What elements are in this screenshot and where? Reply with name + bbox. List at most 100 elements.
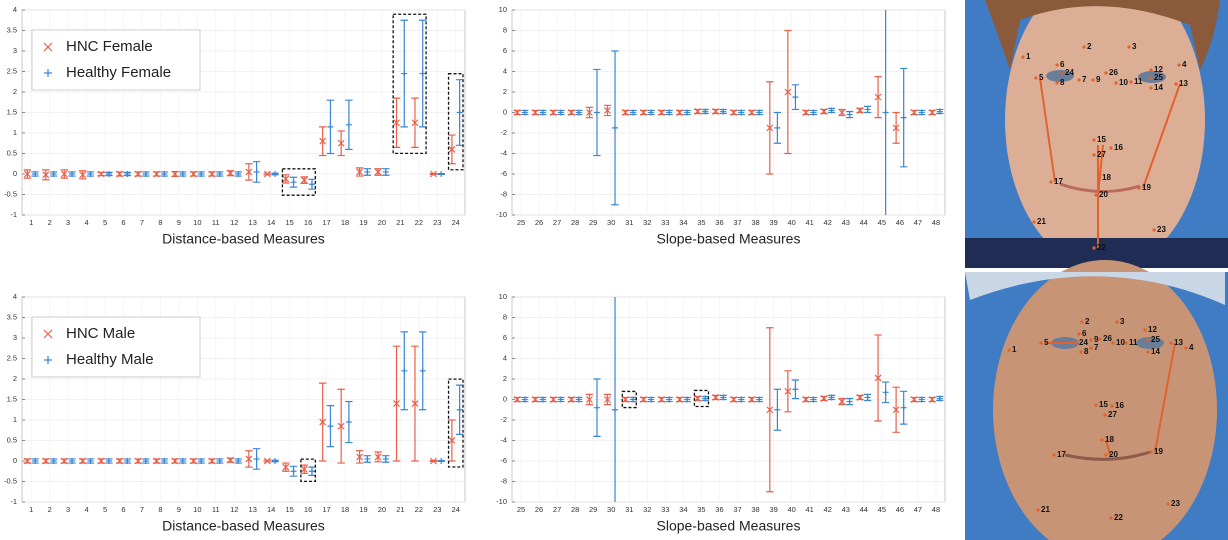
x-tick-label: 44 <box>860 218 868 227</box>
landmark-dot <box>1092 246 1096 250</box>
marker <box>79 171 87 179</box>
landmark-label: 2 <box>1085 317 1090 326</box>
marker <box>319 418 327 426</box>
marker <box>300 176 308 184</box>
x-tick-label: 48 <box>932 505 940 514</box>
landmark-dot <box>1074 341 1078 345</box>
x-tick-label: 1 <box>29 505 33 514</box>
marker <box>521 109 528 116</box>
x-tick-label: 41 <box>806 505 814 514</box>
landmark-label: 9 <box>1094 335 1099 344</box>
marker <box>864 394 871 401</box>
x-tick-label: 39 <box>769 505 777 514</box>
x-tick-label: 26 <box>535 505 543 514</box>
marker <box>401 70 408 77</box>
marker <box>882 389 889 396</box>
marker <box>97 457 105 465</box>
x-tick-label: 7 <box>140 218 144 227</box>
marker <box>226 456 234 464</box>
x-tick-label: 23 <box>433 218 441 227</box>
x-tick-label: 13 <box>249 218 257 227</box>
y-tick-label: -8 <box>500 476 507 485</box>
x-tick-label: 9 <box>177 505 181 514</box>
marker <box>105 171 112 177</box>
marker <box>134 170 142 178</box>
marker <box>32 171 39 177</box>
marker <box>438 458 445 464</box>
y-tick-label: -2 <box>500 128 507 137</box>
landmark-dot <box>1149 76 1153 80</box>
y-tick-label: 1.5 <box>7 107 17 116</box>
landmark-label: 19 <box>1154 447 1163 456</box>
x-tick-label: 43 <box>842 505 850 514</box>
marker <box>235 171 242 177</box>
marker <box>820 395 828 402</box>
landmark-label: 18 <box>1105 435 1114 444</box>
x-tick-label: 10 <box>193 505 201 514</box>
y-tick-label: 2 <box>13 374 17 383</box>
marker <box>208 457 216 465</box>
x-tick-label: 39 <box>769 218 777 227</box>
y-tick-label: 4 <box>13 5 17 14</box>
marker <box>575 396 582 403</box>
marker <box>337 422 345 430</box>
marker <box>50 458 57 464</box>
landmark-dot <box>1124 341 1128 345</box>
x-tick-label: 32 <box>643 218 651 227</box>
marker <box>23 170 31 178</box>
legend-label: Healthy Male <box>66 351 154 368</box>
landmark-dot <box>1103 413 1107 417</box>
marker <box>936 108 943 115</box>
landmark-dot <box>1143 328 1147 332</box>
photo-top <box>965 0 1228 270</box>
marker <box>748 396 756 403</box>
x-tick-label: 6 <box>121 505 125 514</box>
marker <box>319 137 327 145</box>
x-tick-label: 35 <box>697 505 705 514</box>
y-tick-label: 2 <box>503 87 507 96</box>
marker <box>327 423 334 430</box>
landmark-dot <box>1021 55 1025 59</box>
marker <box>774 406 781 413</box>
marker <box>612 406 619 413</box>
highlight-box <box>621 390 637 409</box>
landmark-label: 13 <box>1174 338 1183 347</box>
marker <box>87 458 94 464</box>
marker <box>60 457 68 465</box>
marker <box>846 111 853 118</box>
marker <box>153 170 160 178</box>
marker <box>419 367 426 374</box>
marker <box>630 396 637 403</box>
x-tick-label: 23 <box>433 505 441 514</box>
marker <box>513 396 521 403</box>
marker <box>411 119 419 127</box>
landmark-label: 26 <box>1103 334 1112 343</box>
landmark-label: 12 <box>1154 65 1163 74</box>
landmark-dot <box>1166 502 1170 506</box>
marker <box>694 108 702 115</box>
x-tick-label: 3 <box>66 218 70 227</box>
marker <box>116 457 124 465</box>
x-tick-label: 28 <box>571 218 579 227</box>
highlight-box <box>693 389 710 408</box>
x-tick-label: 43 <box>842 218 850 227</box>
x-tick-label: 24 <box>452 505 460 514</box>
legend-label: HNC Male <box>66 325 135 342</box>
landmark-label: 22 <box>1097 243 1106 252</box>
x-tick-label: 16 <box>304 218 312 227</box>
x-tick-label: 5 <box>103 218 107 227</box>
x-tick-label: 14 <box>267 218 275 227</box>
landmark-label: 16 <box>1114 143 1123 152</box>
landmark-dot <box>1060 71 1064 75</box>
y-tick-label: -10 <box>496 210 507 219</box>
x-tick-label: 20 <box>378 218 386 227</box>
x-tick-label: 46 <box>896 218 904 227</box>
marker <box>282 463 290 471</box>
marker <box>374 453 382 461</box>
marker <box>300 465 308 473</box>
x-tick-label: 11 <box>212 218 220 227</box>
landmark-dot <box>1089 346 1093 350</box>
